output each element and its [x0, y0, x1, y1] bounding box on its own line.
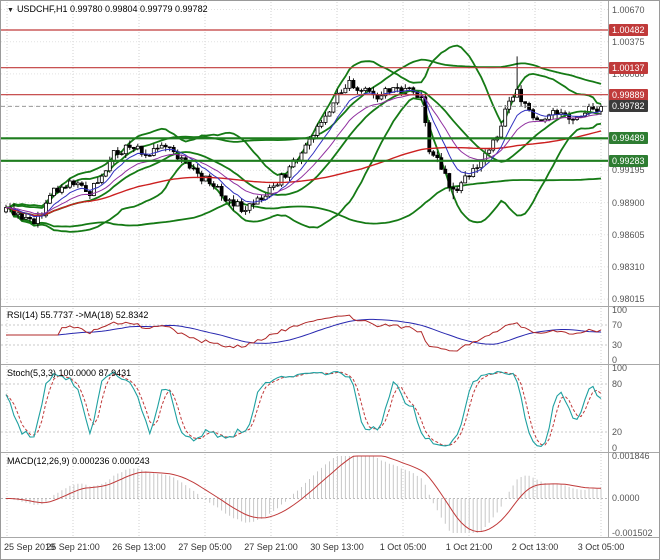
time-axis-label: 27 Sep 05:00: [178, 542, 232, 552]
time-axis-label: 25 Sep 2019: [4, 542, 56, 552]
price-level-badge[interactable]: 1.00137: [609, 62, 648, 74]
time-axis-label: 25 Sep 21:00: [46, 542, 100, 552]
price-axis-label: 1.00670: [612, 5, 645, 15]
stoch-main-line: [5, 371, 602, 447]
stoch-axis-label: 20: [612, 427, 623, 437]
chart-dropdown-icon[interactable]: ▼: [7, 7, 14, 14]
stoch-axis-label: 0: [612, 443, 618, 453]
price-axis-label: 0.98310: [612, 262, 645, 272]
bollinger-upper-line: [5, 44, 602, 209]
sma-90-line: [5, 130, 602, 217]
pane-separator[interactable]: [1, 364, 659, 365]
price-axis-border: [608, 1, 609, 538]
stoch-signal-line: [5, 371, 602, 446]
rsi-axis-label: 30: [612, 340, 623, 350]
rsi-line: [6, 314, 602, 352]
price-axis-label: 1.00375: [612, 37, 645, 47]
macd-axis-label: -0.001502: [612, 528, 653, 538]
symbol-header: ▼ USDCHF,H1 0.99780 0.99804 0.99779 0.997…: [7, 4, 208, 14]
time-axis-label: 30 Sep 13:00: [310, 542, 364, 552]
macd-header: MACD(12,26,9) 0.000236 0.000243: [7, 456, 150, 466]
stoch-header: Stoch(5,3,3) 100.0000 87.9431: [7, 368, 132, 378]
pane-separator[interactable]: [1, 452, 659, 453]
rsi-ma-line: [6, 318, 601, 345]
time-axis-label: 3 Oct 05:00: [577, 542, 625, 552]
macd-axis-label: 0.001846: [612, 451, 650, 461]
price-level-badge[interactable]: 0.99283: [609, 155, 648, 167]
pane-separator[interactable]: [1, 306, 659, 307]
bollinger-lower-line: [5, 177, 602, 228]
price-axis-label: 0.99195: [612, 165, 645, 175]
stoch-axis-label: 80: [612, 379, 623, 389]
current-price-badge: 0.99782: [609, 100, 648, 112]
time-axis-label: 1 Oct 05:00: [379, 542, 427, 552]
time-axis-label: 26 Sep 13:00: [112, 542, 166, 552]
candle-wicks: [5, 56, 602, 228]
price-level-badge[interactable]: 0.99889: [609, 89, 648, 101]
macd-axis-label: 0.0000: [612, 493, 640, 503]
rsi-axis-label: 100: [612, 305, 628, 315]
pane-separator: [1, 537, 659, 538]
sma-20-line: [5, 89, 602, 217]
stoch-axis-label: 100: [612, 363, 628, 373]
price-level-badge[interactable]: 1.00482: [609, 24, 648, 36]
symbol-ohlc-text: USDCHF,H1 0.99780 0.99804 0.99779 0.9978…: [16, 4, 208, 14]
time-axis-label: 27 Sep 21:00: [244, 542, 298, 552]
price-level-badge[interactable]: 0.99489: [609, 132, 648, 144]
macd-histogram: [9, 456, 602, 533]
rsi-axis-label: 70: [612, 320, 623, 330]
price-axis-label: 1.00080: [612, 69, 645, 79]
macd-signal-line: [6, 455, 602, 533]
time-axis-label: 2 Oct 13:00: [511, 542, 559, 552]
price-axis-label: 0.98900: [612, 198, 645, 208]
time-axis-label: 1 Oct 21:00: [445, 542, 493, 552]
bollinger-lower-line: [5, 97, 602, 233]
ema-16-line: [5, 94, 602, 215]
rsi-header: RSI(14) 55.7737 ->MA(18) 52.8342: [7, 310, 149, 320]
rsi-axis-label: 0: [612, 355, 618, 365]
price-axis-label: 0.98605: [612, 230, 645, 240]
ema-8-line: [5, 89, 602, 218]
price-axis-label: 0.98015: [612, 294, 645, 304]
